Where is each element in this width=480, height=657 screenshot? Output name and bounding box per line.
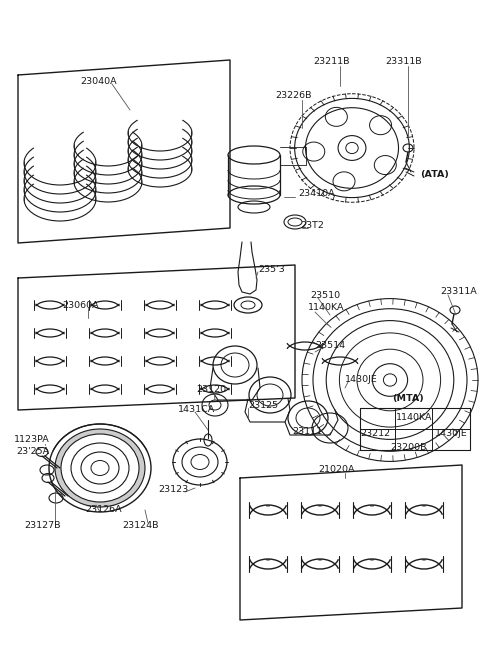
Text: 23410A: 23410A (298, 189, 335, 198)
Text: 21020A: 21020A (318, 466, 355, 474)
Text: 23124B: 23124B (122, 520, 158, 530)
Text: 1430JE: 1430JE (435, 428, 468, 438)
Text: 23226B: 23226B (275, 91, 312, 99)
Text: 23311A: 23311A (440, 288, 477, 296)
Text: 1140KA: 1140KA (396, 413, 432, 422)
Text: 23212: 23212 (360, 428, 390, 438)
Text: 23311B: 23311B (385, 58, 421, 66)
Text: 23211B: 23211B (313, 58, 349, 66)
Text: 23125: 23125 (248, 401, 278, 409)
Text: 23514: 23514 (315, 340, 345, 350)
Text: 23510: 23510 (310, 290, 340, 300)
Text: 23127B: 23127B (24, 520, 60, 530)
Text: 23060A: 23060A (62, 300, 98, 309)
Text: 23123: 23123 (158, 486, 188, 495)
Text: 1140KA: 1140KA (308, 304, 345, 313)
Text: 235'3: 235'3 (258, 265, 285, 275)
Text: 1123PA: 1123PA (14, 436, 50, 445)
Text: (ATA): (ATA) (420, 171, 449, 179)
Text: 1430JE: 1430JE (345, 376, 378, 384)
Text: (MTA): (MTA) (392, 394, 424, 403)
Text: 23'25A: 23'25A (16, 447, 49, 457)
Text: 23120: 23120 (196, 386, 226, 394)
Text: 23040A: 23040A (80, 78, 117, 87)
Ellipse shape (61, 434, 139, 502)
Text: 23126A: 23126A (85, 505, 121, 514)
Text: 23T2: 23T2 (300, 221, 324, 231)
Text: 23111: 23111 (292, 428, 322, 436)
Text: 23200B: 23200B (390, 443, 427, 453)
Ellipse shape (55, 429, 145, 507)
Text: 1431CA: 1431CA (178, 405, 215, 415)
